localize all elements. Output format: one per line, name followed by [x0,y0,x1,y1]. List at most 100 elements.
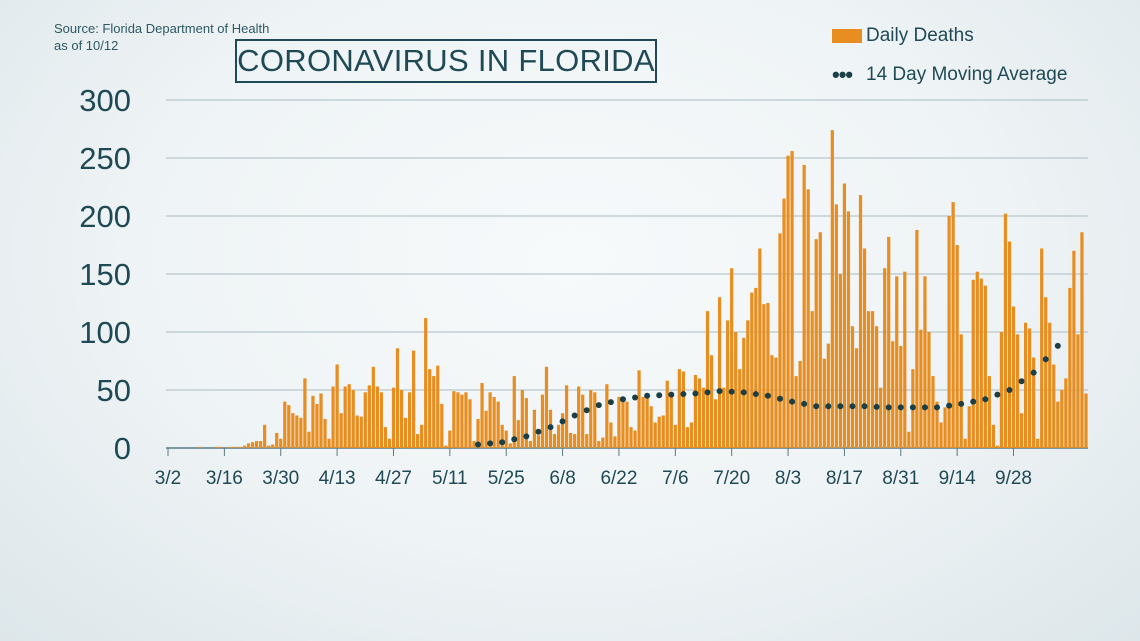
bar [991,424,995,448]
bar [263,424,267,448]
bar [665,380,669,448]
average-point [704,389,711,396]
bar [649,406,653,448]
average-point [970,398,977,405]
bar [460,394,464,448]
x-tick-label: 5/25 [488,468,525,489]
bar [295,415,299,448]
bar [1064,378,1068,448]
bar [327,438,331,448]
average-point [632,394,639,401]
average-point [680,391,687,398]
average-point [523,433,530,440]
bar [959,334,963,448]
bar [238,446,243,448]
bar [971,279,975,448]
bar [303,378,307,448]
bar [315,403,319,448]
average-point [1030,369,1037,376]
bar [923,276,927,448]
bar [866,311,871,448]
average-point [837,403,844,410]
bar [464,392,468,448]
chart-title: CORONAVIRUS IN FLORIDA [235,39,657,83]
bar [722,387,726,448]
x-tick-label: 8/3 [775,468,801,489]
average-point [801,400,808,407]
bar [359,416,363,448]
average-point [511,436,518,443]
bar [798,361,802,448]
average-point [897,404,904,411]
bar [677,369,681,448]
average-point [849,403,856,410]
bar [420,424,424,448]
bar [351,390,355,448]
bar [653,422,657,448]
bar [947,216,951,448]
bar [391,387,396,448]
bar [279,438,283,448]
bar [480,383,484,448]
bar [524,398,528,448]
bar [573,434,577,448]
bar [601,437,605,448]
bar [657,416,661,448]
average-point [934,404,941,411]
bar [1028,328,1032,448]
bar [440,403,444,448]
y-tick-label: 100 [79,315,131,350]
bar [826,343,830,448]
y-tick-label: 250 [79,141,131,176]
average-point [752,391,759,398]
bar [424,318,428,448]
bar [1036,438,1040,448]
dotted-line-icon: ••• [832,62,853,87]
bar [870,311,875,448]
bar [311,395,315,448]
y-tick-label: 200 [79,199,131,234]
average-point [740,389,747,396]
bar [891,341,895,448]
bar [476,419,480,448]
average-point [764,392,771,399]
bar [339,413,343,448]
bar [927,332,931,448]
average-point [789,398,796,405]
bar [387,438,392,448]
average-point [1054,342,1061,349]
bar [484,410,488,448]
bar [432,376,436,448]
average-point [583,407,590,414]
bar [645,394,649,448]
average-point [644,392,651,399]
bar [520,390,524,448]
bar [407,392,412,448]
bar [931,376,935,448]
bar [504,430,508,448]
bar [234,446,239,448]
bar [589,390,593,448]
bar [919,329,923,448]
bar [995,445,1000,448]
bar [399,390,404,448]
bar [250,442,255,448]
bar [508,443,512,448]
bar [319,393,323,448]
bar [492,396,496,448]
bar [1076,334,1080,448]
bar [617,396,621,448]
bar [983,285,987,448]
bar [778,233,782,448]
bar [605,384,609,448]
average-point [921,404,928,411]
bar [544,366,549,448]
bar [782,198,786,448]
bar [975,271,979,448]
legend-label-daily-deaths: Daily Deaths [866,25,974,46]
bar [717,297,722,448]
bar [412,350,416,448]
average-point [559,418,566,425]
bar [939,422,943,448]
bar [536,435,541,448]
